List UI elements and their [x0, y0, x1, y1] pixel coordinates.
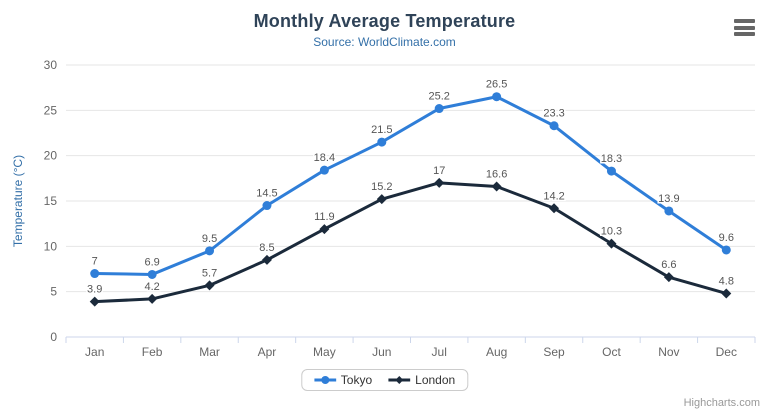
data-label: 9.6	[719, 232, 734, 244]
hamburger-icon	[734, 19, 755, 23]
x-axis-label: Jun	[372, 345, 391, 359]
y-axis-label: 15	[44, 194, 58, 208]
data-label: 4.2	[144, 281, 159, 293]
data-label: 3.9	[87, 284, 102, 296]
data-point-london[interactable]	[319, 224, 330, 235]
data-point-tokyo[interactable]	[664, 206, 674, 216]
data-label: 8.5	[259, 242, 274, 254]
data-label: 4.8	[719, 275, 734, 287]
data-point-london[interactable]	[261, 254, 272, 265]
x-axis-label: Sep	[543, 345, 565, 359]
chart-subtitle: Source: WorldClimate.com	[313, 35, 456, 49]
context-menu-button[interactable]	[734, 19, 755, 36]
data-point-london[interactable]	[491, 181, 502, 192]
y-axis-title: Temperature (°C)	[11, 155, 25, 247]
x-axis-label: Apr	[258, 345, 277, 359]
chart-title: Monthly Average Temperature	[253, 11, 516, 31]
y-axis-label: 20	[44, 149, 58, 163]
data-point-tokyo[interactable]	[90, 269, 100, 279]
y-axis-label: 30	[44, 58, 58, 72]
x-axis-label: Mar	[199, 345, 220, 359]
x-axis-label: Nov	[658, 345, 679, 359]
data-label: 5.7	[202, 267, 217, 279]
y-axis-label: 0	[50, 330, 57, 344]
data-point-tokyo[interactable]	[549, 121, 559, 131]
data-label: 23.3	[543, 108, 564, 120]
data-point-tokyo[interactable]	[377, 137, 387, 147]
data-point-tokyo[interactable]	[434, 104, 444, 114]
data-label: 26.5	[486, 79, 507, 91]
series-line-tokyo	[93, 95, 728, 276]
data-point-tokyo[interactable]	[606, 166, 616, 176]
data-point-london[interactable]	[147, 293, 158, 304]
data-label: 16.6	[486, 168, 507, 180]
data-label: 9.5	[202, 233, 217, 245]
data-label: 6.9	[144, 256, 159, 268]
data-point-london[interactable]	[663, 272, 674, 283]
x-axis-label: Dec	[716, 345, 737, 359]
data-point-london[interactable]	[721, 288, 732, 299]
data-point-london[interactable]	[376, 194, 387, 205]
data-label: 18.4	[314, 152, 335, 164]
x-axis-label: May	[313, 345, 336, 359]
x-axis-label: Jan	[85, 345, 104, 359]
highcharts-credit[interactable]: Highcharts.com	[683, 397, 760, 409]
data-point-tokyo[interactable]	[492, 92, 502, 102]
y-axis-label: 5	[50, 285, 57, 299]
data-point-london[interactable]	[204, 280, 215, 291]
data-point-tokyo[interactable]	[262, 201, 272, 211]
legend-marker-london	[388, 376, 411, 384]
data-label: 18.3	[601, 153, 622, 165]
legend-label-tokyo: Tokyo	[340, 373, 373, 387]
y-axis-label: 25	[44, 103, 58, 117]
x-axis-label: Oct	[602, 345, 621, 359]
y-axis-label: 10	[44, 239, 58, 253]
data-label: 14.5	[256, 188, 277, 200]
data-point-tokyo[interactable]	[147, 269, 157, 279]
data-point-london[interactable]	[434, 177, 445, 188]
data-label: 13.9	[658, 193, 679, 205]
hamburger-icon	[734, 32, 755, 36]
series-line-london	[93, 181, 728, 304]
data-label: 6.6	[661, 259, 676, 271]
data-point-london[interactable]	[606, 238, 617, 249]
legend-marker-tokyo	[313, 376, 336, 384]
data-label: 14.2	[543, 190, 564, 202]
hamburger-icon	[734, 25, 755, 30]
data-point-tokyo[interactable]	[205, 246, 215, 256]
data-label: 15.2	[371, 181, 392, 193]
data-point-tokyo[interactable]	[721, 245, 731, 255]
data-label: 10.3	[601, 226, 622, 238]
data-label: 25.2	[428, 91, 449, 103]
data-point-london[interactable]	[549, 203, 560, 214]
x-axis-label: Aug	[486, 345, 507, 359]
data-label: 11.9	[314, 211, 335, 223]
data-point-tokyo[interactable]	[319, 165, 329, 175]
data-label: 17	[433, 165, 445, 177]
data-label: 21.5	[371, 124, 392, 136]
legend-item-london[interactable]: London	[388, 373, 455, 387]
x-axis-label: Jul	[432, 345, 447, 359]
legend: Tokyo London	[300, 369, 469, 391]
data-label: 7	[92, 256, 98, 268]
x-axis-label: Feb	[142, 345, 163, 359]
data-point-london[interactable]	[89, 296, 100, 307]
legend-label-london: London	[415, 373, 456, 387]
legend-item-tokyo[interactable]: Tokyo	[313, 373, 373, 387]
